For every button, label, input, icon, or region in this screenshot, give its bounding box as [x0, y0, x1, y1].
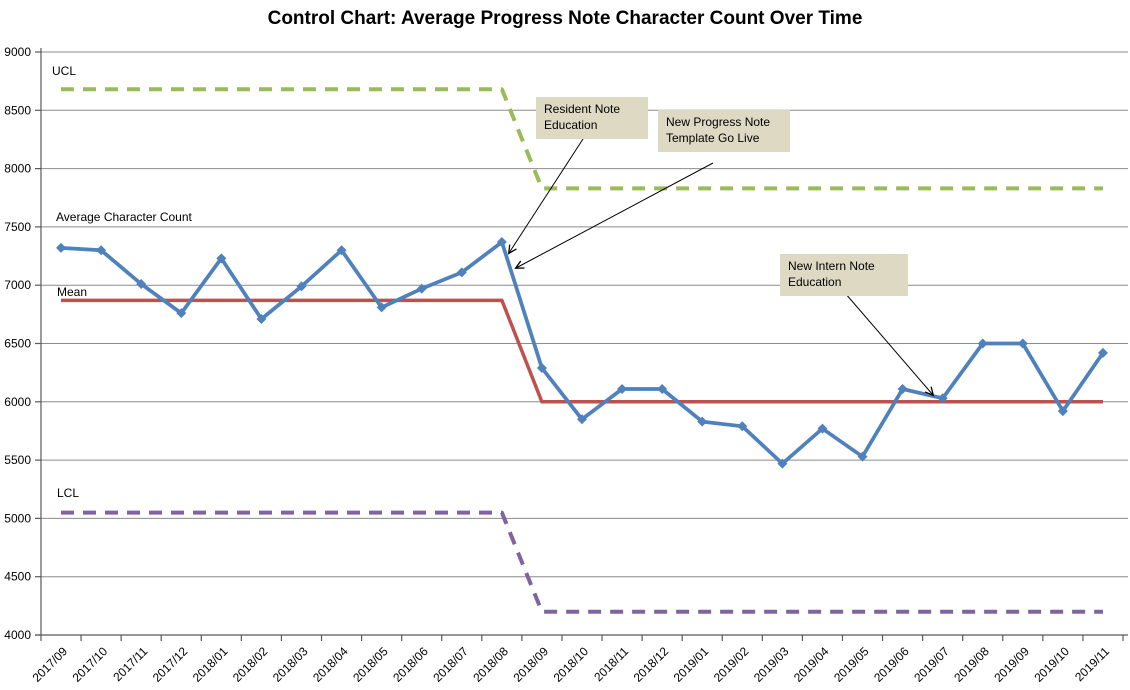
svg-text:2018/09: 2018/09: [510, 644, 551, 685]
svg-text:2019/10: 2019/10: [1031, 644, 1072, 685]
series-label-mean: Mean: [57, 285, 88, 299]
svg-text:4500: 4500: [4, 570, 31, 584]
svg-text:2019/03: 2019/03: [751, 644, 792, 685]
svg-text:2018/07: 2018/07: [430, 644, 471, 685]
series-label-average-character-count: Average Character Count: [56, 210, 192, 224]
svg-text:2018/11: 2018/11: [591, 644, 631, 684]
svg-text:2019/08: 2019/08: [951, 644, 992, 685]
annotation-box-2: New Intern Note Education: [780, 254, 908, 297]
series-label-ucl: UCL: [52, 64, 77, 78]
svg-text:8500: 8500: [4, 103, 31, 117]
svg-text:2019/11: 2019/11: [1072, 644, 1112, 684]
svg-text:2017/10: 2017/10: [70, 644, 111, 685]
svg-text:2019/02: 2019/02: [711, 644, 752, 685]
series-average-character-count: [56, 237, 1108, 469]
y-axis-labels: 9000 8500 8000 7500 7000 6500 6000 5500 5000 4500…: [4, 45, 31, 642]
series-markers: [56, 237, 1108, 469]
axes: [35, 48, 1128, 641]
svg-text:5500: 5500: [4, 453, 31, 467]
svg-text:2018/08: 2018/08: [470, 644, 511, 685]
series-lcl: [61, 510, 1103, 614]
annotation-box-1: New Progress Note Template Go Live: [658, 110, 790, 153]
series-mean: [61, 298, 1103, 404]
svg-text:2018/12: 2018/12: [631, 644, 672, 685]
svg-text:5000: 5000: [4, 511, 31, 525]
annotation-arrows: [507, 138, 935, 397]
svg-text:9000: 9000: [4, 45, 31, 59]
series-label-lcl: LCL: [57, 486, 80, 500]
svg-text:7000: 7000: [4, 278, 31, 292]
svg-text:2019/09: 2019/09: [991, 644, 1032, 685]
svg-text:2018/06: 2018/06: [390, 644, 431, 685]
svg-text:2019/05: 2019/05: [831, 644, 872, 685]
svg-text:2018/04: 2018/04: [310, 644, 351, 685]
svg-text:2017/11: 2017/11: [110, 644, 150, 684]
svg-text:4000: 4000: [4, 628, 31, 642]
x-axis-labels: 2017/09 2017/10 2017/11 2017/12 2018/01 2018/…: [30, 644, 1113, 685]
svg-text:2018/02: 2018/02: [230, 644, 271, 685]
svg-text:6500: 6500: [4, 337, 31, 351]
svg-text:2017/09: 2017/09: [30, 644, 71, 685]
svg-text:2019/04: 2019/04: [791, 644, 832, 685]
svg-text:2018/03: 2018/03: [270, 644, 311, 685]
annotation-box-0: Resident Note Education: [536, 97, 648, 140]
svg-text:2018/01: 2018/01: [190, 644, 231, 685]
svg-text:2019/06: 2019/06: [871, 644, 912, 685]
svg-text:8000: 8000: [4, 162, 31, 176]
svg-text:2018/05: 2018/05: [350, 644, 391, 685]
svg-text:2017/12: 2017/12: [150, 644, 191, 685]
svg-text:2018/10: 2018/10: [551, 644, 592, 685]
svg-text:2019/01: 2019/01: [671, 644, 712, 685]
svg-text:6000: 6000: [4, 395, 31, 409]
series-ucl: [61, 87, 1103, 191]
svg-text:7500: 7500: [4, 220, 31, 234]
chart-title: Control Chart: Average Progress Note Cha…: [267, 8, 863, 29]
svg-text:2019/07: 2019/07: [911, 644, 952, 685]
